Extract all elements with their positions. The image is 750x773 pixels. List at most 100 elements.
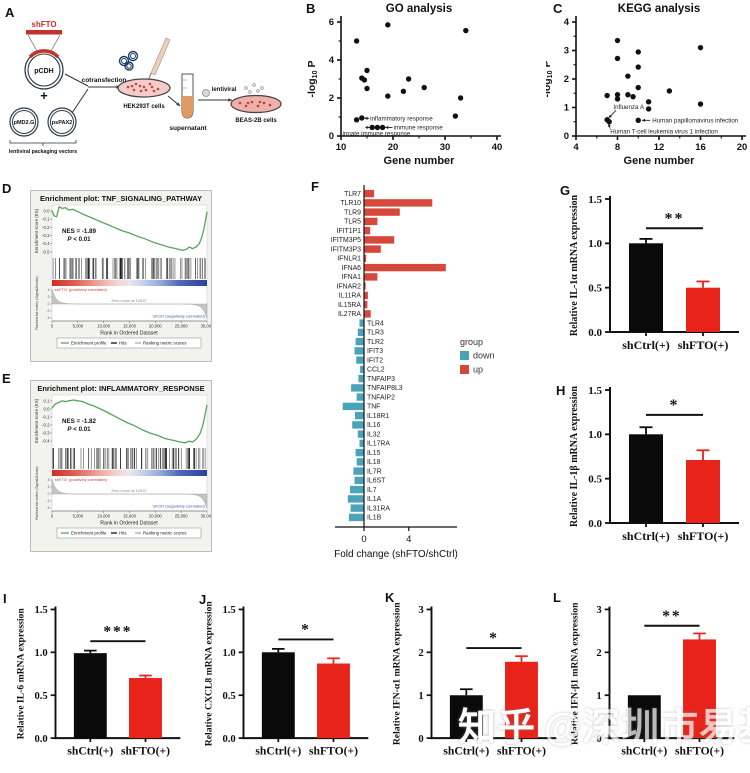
legend-label-profile: Enrichment profile: [71, 341, 107, 346]
x-category-label: shFTO(+): [675, 745, 724, 758]
panel-letter-d: D: [2, 181, 12, 196]
cell-dot: [142, 85, 146, 89]
metric-tick-label: -4: [46, 506, 49, 510]
scatter-point: [614, 96, 621, 102]
plasmid-icon-inner: [130, 53, 136, 59]
scatter-point: [385, 22, 391, 28]
metric-tick-label: 0: [48, 302, 50, 306]
y-axis-label: Relative IFN-α1 mRNA expression: [392, 602, 403, 745]
pcdh-label: pCDH: [34, 68, 53, 75]
rank-axis-label: Rank in Ordered Dataset: [100, 331, 158, 337]
scatter-point: [361, 77, 368, 83]
y-tick-label: 1: [564, 103, 570, 114]
rank-tick-label: 30,000: [201, 324, 211, 329]
nes-value: NES = -1.89: [62, 228, 96, 235]
y-tick-label: 0.0: [222, 734, 235, 745]
line: [148, 72, 152, 80]
pmd2g-plasmid-circle-inner: [12, 110, 36, 134]
y-tick-label: 1.0: [222, 648, 235, 659]
significance-stars: *: [301, 622, 311, 639]
gene-bar: [364, 291, 368, 300]
scatter-point: [635, 117, 641, 124]
gene-label: IFNA1: [341, 274, 361, 281]
plus-sign: +: [40, 88, 48, 103]
y-axis-label: Relative CXCL8 mRNA expression: [204, 601, 215, 747]
virus-dot: [260, 86, 264, 90]
rank-tick-label: 20,000: [149, 324, 162, 329]
scatter-point: [697, 101, 704, 107]
cxcl8-expression-bar-chart: 0.0 0.5 1.0 1.5 shCtrl(+) shFTO(+) * Relative C…: [204, 601, 369, 758]
metric-axis-label: Ranked list metric (Signal2Noise): [35, 466, 39, 519]
gene-bar: [347, 495, 364, 503]
gene-label: IL1B: [367, 515, 382, 522]
panel-letter-j: J: [199, 592, 207, 607]
x-tick-label: 10: [336, 142, 347, 153]
x-category-label: shCtrl(+): [621, 745, 667, 758]
gene-bar: [357, 328, 364, 337]
gene-label: CCL2: [367, 367, 385, 374]
bar-shCtrl(+): [73, 653, 107, 739]
y-axis-label: -log10 P: [546, 60, 554, 97]
scatter-point: [630, 93, 636, 100]
gene-bar: [364, 245, 381, 253]
y-tick-label: 2: [418, 648, 423, 659]
significance-stars: **: [662, 608, 681, 625]
line: [64, 73, 89, 87]
rank-tick-label: 0: [51, 324, 54, 329]
bracket: [9, 140, 77, 146]
y-tick-label: 1.5: [34, 605, 47, 616]
gsea-tnf-signaling-panel: Enrichment plot: TNF_SIGNALING_PATHWAY 0…: [30, 190, 214, 362]
cell-dot: [138, 84, 142, 88]
gene-bar: [364, 254, 367, 263]
scatter-point: [635, 84, 641, 91]
pmd2g-plasmid-circle: [9, 107, 39, 137]
bar-shFTO(+): [505, 661, 538, 739]
legend-title: group: [460, 337, 483, 347]
x-tick-label: 20: [388, 142, 399, 153]
gene-bar: [352, 421, 364, 429]
significance-stars: **: [665, 210, 685, 227]
panel-letter-l: L: [553, 590, 561, 605]
arrow-head: [364, 116, 368, 120]
panel-letter-f: F: [311, 179, 319, 194]
y-tick-label: 4: [564, 17, 570, 28]
gene-bar: [356, 458, 364, 466]
rank-axis-label: Rank in Ordered Dataset: [100, 521, 158, 527]
gene-bar: [356, 356, 364, 364]
x-category-label: shFTO(+): [497, 745, 546, 758]
y-tick-label: 1.5: [222, 605, 235, 616]
cell-dot: [156, 87, 160, 91]
scatter-point: [405, 76, 412, 82]
gene-label: IL1A: [367, 496, 382, 503]
cell-dot: [134, 82, 138, 86]
x-tick-label: 20: [737, 142, 748, 153]
y-tick-label: 2: [564, 74, 569, 85]
y-tick-label: 0.0: [588, 327, 602, 339]
fold-change-bar-chart: TLR7 TLR10 TLR9 TLR5 IFIT1P1 IFITM3P5 IFITM3P3…: [331, 185, 495, 560]
il1b-expression-bar-chart: 0.0 0.5 1.0 1.5 shCtrl(+) shFTO(+) * Relative I…: [569, 385, 739, 543]
zero-cross-label: Zero cross at 14937: [111, 298, 147, 303]
es-tick-label: -0.3: [42, 233, 50, 238]
gene-bar: [364, 217, 378, 226]
positively-correlated-label: 'shFTO' (positively correlated): [54, 287, 107, 292]
y-tick-label: 0: [418, 734, 423, 745]
rank-tick-label: 30,000: [201, 514, 211, 519]
gene-label: IFIT2: [367, 357, 383, 364]
scatter-point: [369, 124, 375, 131]
cell-dot: [148, 82, 152, 86]
scatter-point: [457, 95, 464, 101]
es-axis-label: Enrichment score (ES): [34, 208, 39, 253]
y-tick-label: 0.0: [588, 518, 602, 530]
shfto-insert-bar: [26, 30, 62, 35]
scatter-point: [379, 124, 386, 131]
x-category-label: shCtrl(+): [622, 338, 670, 352]
panel-letter-e: E: [2, 371, 11, 386]
panel-letter-h: H: [556, 383, 566, 398]
rank-tick-label: 15,000: [123, 514, 136, 519]
x-category-label: shFTO(+): [678, 529, 729, 543]
gene-label: IL15RA: [338, 302, 361, 309]
bar-shFTO(+): [683, 639, 716, 739]
arrow-head: [608, 114, 612, 119]
y-tick-label: 3: [596, 605, 601, 616]
gene-label: TLR10: [340, 200, 361, 207]
